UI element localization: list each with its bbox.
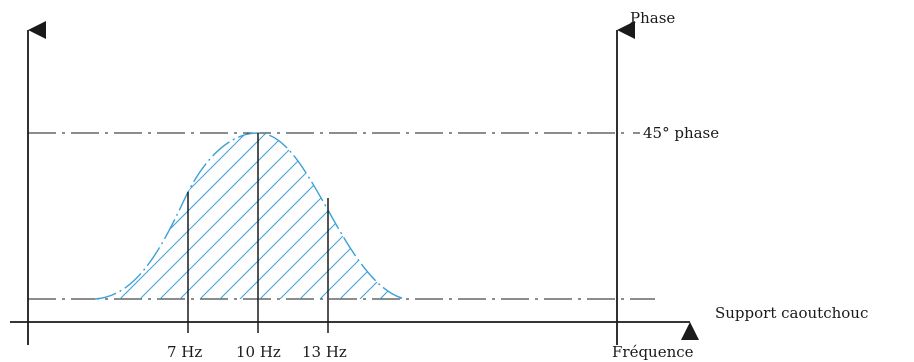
hatch-line (95, 133, 240, 299)
hatch-line (239, 133, 405, 299)
hatch-line (179, 133, 360, 299)
hatch-line (219, 133, 400, 299)
hatch-line (95, 133, 260, 299)
hatch-line (199, 133, 380, 299)
hatch-line (99, 133, 280, 299)
hatch-line (159, 133, 340, 299)
phase-curve (94, 132, 406, 300)
hatch-line (279, 133, 405, 299)
hatched-area (95, 120, 639, 299)
hatch-line (379, 133, 405, 299)
hatch-line (420, 120, 599, 299)
phase-axis-label: Phase (630, 9, 675, 27)
phase-marker-label: 45° phase (643, 124, 719, 142)
hatch-line (139, 133, 320, 299)
hatch-line (460, 120, 639, 299)
hatch-line (319, 133, 405, 299)
hatch-line (119, 133, 300, 299)
x-axis-label: Support caoutchouc (715, 304, 868, 322)
frequency-axis-label: Fréquence (612, 343, 694, 361)
hatch-line (95, 133, 220, 299)
hatch-line (359, 133, 405, 299)
tick-label-7hz: 7 Hz (167, 343, 202, 361)
tick-label-10hz: 10 Hz (236, 343, 281, 361)
hatch-line (299, 133, 405, 299)
hatch-line (399, 133, 405, 299)
hatch-line (339, 133, 405, 299)
tick-label-13hz: 13 Hz (302, 343, 347, 361)
hatch-line (440, 120, 619, 299)
